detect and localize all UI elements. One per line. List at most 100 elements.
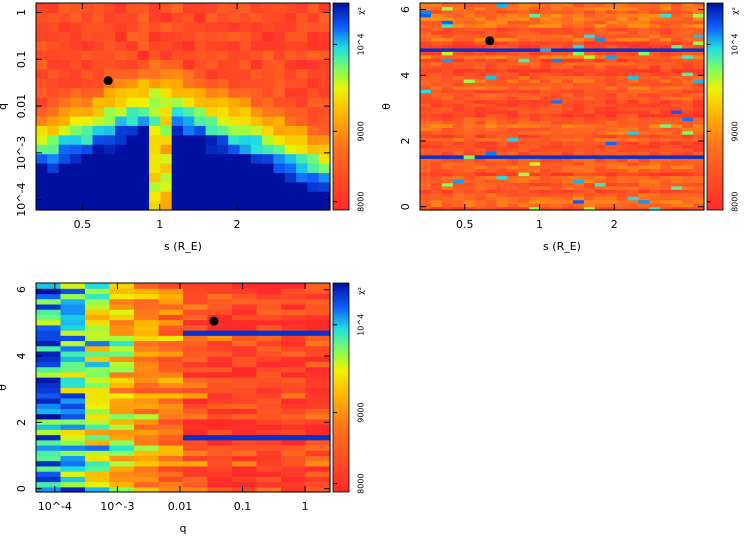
heatmap-cell	[194, 12, 207, 23]
heatmap-cell	[430, 72, 443, 77]
heatmap-cell	[594, 116, 607, 121]
heatmap-cell	[284, 50, 297, 61]
heatmap-cell	[474, 130, 487, 135]
heatmap-cell	[693, 127, 705, 132]
heatmap-cell	[134, 481, 160, 488]
heatmap-cell	[441, 116, 454, 121]
heatmap-cell	[205, 144, 218, 155]
heatmap-cell	[250, 50, 263, 61]
heatmap-cell	[551, 203, 563, 208]
heatmap-cell	[250, 172, 263, 183]
heatmap-cell	[463, 123, 476, 128]
heatmap-cell	[496, 113, 508, 118]
heatmap-cell	[671, 116, 683, 121]
heatmap-cell	[518, 185, 530, 190]
heatmap-cell	[109, 460, 135, 467]
colorbar-title: χ²	[357, 287, 366, 295]
heatmap-cell	[81, 106, 94, 117]
heatmap-cell	[627, 109, 640, 114]
heatmap-cell	[430, 78, 443, 83]
heatmap-cell	[69, 134, 82, 145]
heatmap-cell	[281, 439, 307, 446]
heatmap-cell	[551, 44, 563, 49]
heatmap-cell	[239, 3, 252, 14]
heatmap-cell	[529, 68, 541, 73]
heatmap-cell	[284, 172, 297, 183]
heatmap-cell	[529, 161, 541, 166]
heatmap-cell	[507, 30, 519, 35]
heatmap-cell	[583, 9, 596, 14]
heatmap-cell	[194, 200, 207, 211]
heatmap-cell	[693, 196, 705, 201]
heatmap-cell	[158, 288, 184, 295]
x-tick-label: 1	[302, 500, 309, 513]
heatmap-cell	[616, 137, 629, 142]
heatmap-cell	[430, 13, 443, 18]
heatmap-cell	[183, 397, 209, 404]
heatmap-cell	[518, 72, 530, 77]
heatmap-cell	[47, 115, 60, 126]
heatmap-cell	[115, 12, 128, 23]
heatmap-cell	[496, 109, 508, 114]
heatmap-cell	[693, 75, 705, 80]
heatmap-cell	[529, 120, 541, 125]
heatmap-cell	[273, 153, 286, 164]
heatmap-cell	[572, 127, 585, 132]
heatmap-cell	[693, 40, 705, 45]
heatmap-cell	[256, 434, 282, 441]
heatmap-cell	[158, 403, 184, 409]
heatmap-cell	[60, 413, 86, 420]
heatmap-cell	[485, 30, 498, 35]
heatmap-cell	[250, 59, 263, 70]
heatmap-cell	[207, 403, 233, 409]
heatmap-cell	[562, 99, 574, 104]
heatmap-cell	[441, 20, 454, 25]
heatmap-cell	[256, 340, 282, 347]
heatmap-cell	[605, 54, 618, 59]
heatmap-cell	[507, 185, 519, 190]
heatmap-cell	[638, 113, 650, 118]
heatmap-cell	[318, 50, 331, 61]
heatmap-cell	[474, 37, 487, 42]
heatmap-cell	[474, 116, 487, 121]
heatmap-cell	[250, 3, 263, 14]
heatmap-cell	[463, 192, 476, 197]
heatmap-cell	[682, 127, 694, 132]
heatmap-cell	[507, 40, 519, 45]
heatmap-cell	[296, 144, 308, 155]
heatmap-cell	[496, 47, 508, 52]
heatmap-cell	[305, 356, 331, 362]
heatmap-cells-q-theta	[36, 283, 331, 493]
heatmap-cell	[485, 99, 498, 104]
heatmap-cell	[638, 44, 650, 49]
heatmap-cell	[207, 413, 233, 420]
heatmap-cell	[158, 429, 184, 436]
heatmap-cell	[627, 34, 640, 39]
heatmap-cell	[496, 13, 508, 18]
heatmap-cell	[474, 175, 487, 180]
heatmap-cell	[627, 199, 640, 204]
heatmap-cell	[228, 181, 241, 192]
heatmap-cell	[463, 182, 476, 187]
heatmap-cell	[430, 206, 443, 211]
heatmap-cell	[452, 78, 465, 83]
heatmap-cell	[529, 175, 541, 180]
heatmap-cell	[507, 3, 519, 8]
heatmap-cell	[115, 59, 128, 70]
heatmap-cell	[682, 89, 694, 94]
heatmap-cell	[36, 476, 62, 483]
heatmap-cell	[36, 31, 48, 42]
heatmap-cell	[430, 141, 443, 146]
heatmap-cell	[158, 424, 184, 430]
heatmap-cell	[228, 134, 241, 145]
heatmap-cell	[262, 31, 275, 42]
heatmap-cell	[81, 172, 94, 183]
heatmap-cell	[232, 392, 258, 399]
heatmap-cell	[682, 113, 694, 118]
heatmap-cell	[671, 106, 683, 111]
heatmap-cell	[474, 27, 487, 32]
heatmap-cell	[649, 47, 661, 52]
heatmap-cell	[183, 476, 209, 483]
heatmap-cell	[158, 356, 184, 362]
heatmap-cell	[183, 350, 209, 357]
